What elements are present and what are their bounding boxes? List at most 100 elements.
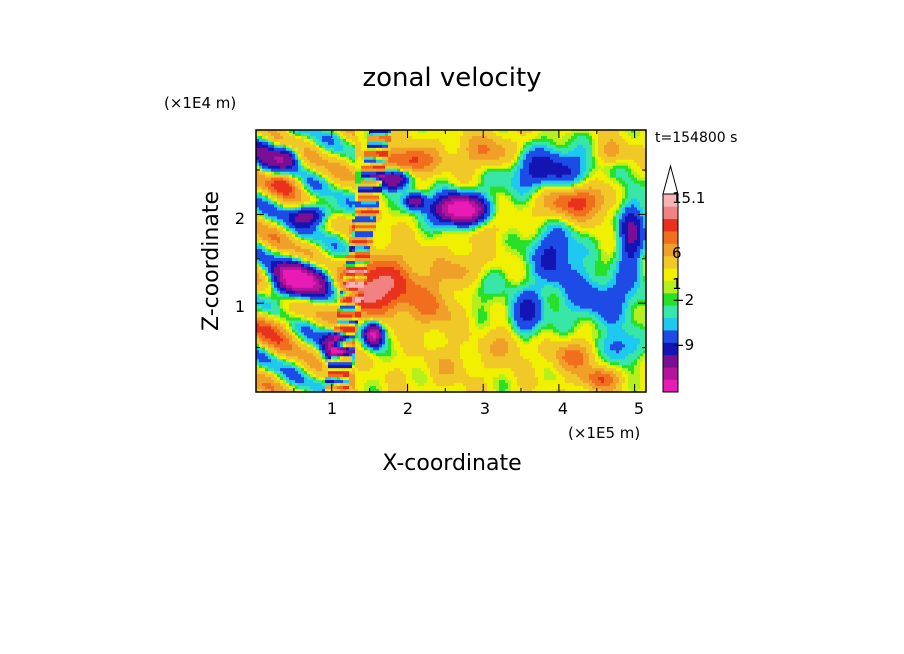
heatmap-cell	[469, 198, 473, 203]
heatmap-cell	[451, 135, 455, 140]
heatmap-cell	[304, 180, 308, 185]
heatmap-cell	[316, 198, 320, 203]
heatmap-field	[256, 130, 646, 392]
heatmap-cell	[613, 198, 617, 203]
heatmap-cell	[319, 225, 323, 229]
heatmap-cell	[457, 177, 461, 182]
heatmap-cell	[277, 156, 281, 161]
heatmap-cell	[379, 147, 383, 152]
heatmap-cell	[598, 225, 602, 229]
heatmap-cell	[442, 130, 446, 134]
heatmap-cell	[421, 207, 425, 211]
heatmap-cell	[262, 162, 266, 167]
heatmap-cell	[553, 189, 557, 194]
heatmap-cell	[409, 219, 413, 223]
heatmap-cell	[562, 174, 566, 179]
heatmap-cell	[439, 228, 443, 232]
heatmap-cell	[511, 144, 515, 149]
heatmap-cell	[397, 153, 401, 158]
heatmap-cell	[277, 147, 281, 152]
heatmap-cell	[457, 162, 461, 167]
heatmap-cell	[619, 165, 623, 170]
heatmap-cell	[286, 231, 290, 235]
heatmap-cell	[490, 156, 494, 161]
heatmap-cell	[493, 150, 497, 155]
heatmap-cell	[337, 207, 341, 211]
heatmap-cell	[397, 189, 401, 194]
heatmap-cell	[412, 216, 416, 220]
heatmap-cell	[259, 237, 263, 241]
heatmap-cell	[334, 237, 338, 241]
heatmap-cell	[478, 141, 482, 146]
heatmap-cell	[292, 243, 296, 247]
heatmap-cell	[346, 219, 350, 223]
heatmap-cell	[571, 150, 575, 155]
heatmap-cell	[283, 192, 287, 197]
heatmap-cell	[394, 174, 398, 179]
heatmap-cell	[313, 195, 317, 200]
heatmap-cell	[409, 198, 413, 203]
heatmap-cell	[298, 147, 302, 152]
heatmap-cell	[289, 198, 293, 203]
heatmap-cell	[331, 222, 335, 226]
heatmap-cell	[328, 168, 332, 173]
heatmap-cell	[475, 192, 479, 197]
heatmap-cell	[505, 159, 509, 164]
heatmap-cell	[613, 153, 617, 158]
heatmap-cell	[541, 192, 545, 197]
heatmap-cell	[424, 204, 428, 209]
heatmap-cell	[295, 174, 299, 179]
heatmap-cell	[349, 210, 353, 214]
heatmap-cell	[541, 183, 545, 188]
heatmap-cell	[523, 225, 527, 229]
heatmap-cell	[454, 132, 458, 137]
heatmap-cell	[334, 213, 338, 217]
heatmap-cell	[295, 210, 299, 214]
heatmap-cell	[376, 171, 380, 176]
heatmap-cell	[349, 162, 353, 167]
heatmap-cell	[487, 177, 491, 182]
heatmap-cell	[352, 168, 356, 173]
heatmap-cell	[457, 186, 461, 191]
heatmap-cell	[583, 192, 587, 197]
heatmap-cell	[568, 132, 572, 137]
heatmap-cell	[373, 225, 377, 229]
heatmap-cell	[337, 201, 341, 206]
heatmap-cell	[469, 180, 473, 185]
heatmap-cell	[352, 171, 356, 176]
heatmap-cell	[526, 159, 530, 164]
heatmap-cell	[493, 228, 497, 232]
heatmap-cell	[559, 201, 563, 206]
heatmap-cell	[451, 165, 455, 170]
heatmap-cell	[484, 153, 488, 158]
heatmap-cell	[316, 135, 320, 140]
heatmap-cell	[565, 228, 569, 232]
heatmap-cell	[376, 240, 380, 244]
heatmap-cell	[268, 186, 272, 191]
heatmap-cell	[499, 135, 503, 140]
heatmap-cell	[463, 237, 467, 241]
heatmap-cell	[448, 156, 452, 161]
heatmap-cell	[322, 162, 326, 167]
heatmap-cell	[520, 141, 524, 146]
heatmap-cell	[421, 234, 425, 238]
heatmap-cell	[340, 159, 344, 164]
heatmap-cell	[421, 183, 425, 188]
heatmap-cell	[619, 186, 623, 191]
heatmap-cell	[349, 177, 353, 182]
heatmap-cell	[529, 225, 533, 229]
heatmap-cell	[604, 222, 608, 226]
heatmap-cell	[511, 165, 515, 170]
heatmap-cell	[574, 198, 578, 203]
heatmap-cell	[343, 138, 347, 143]
heatmap-cell	[310, 171, 314, 176]
heatmap-cell	[559, 168, 563, 173]
heatmap-cell	[514, 207, 518, 211]
heatmap-cell	[538, 147, 542, 152]
heatmap-cell	[484, 174, 488, 179]
heatmap-cell	[538, 138, 542, 143]
heatmap-cell	[259, 243, 263, 247]
heatmap-cell	[295, 156, 299, 161]
heatmap-cell	[460, 159, 464, 164]
heatmap-cell	[556, 231, 560, 235]
